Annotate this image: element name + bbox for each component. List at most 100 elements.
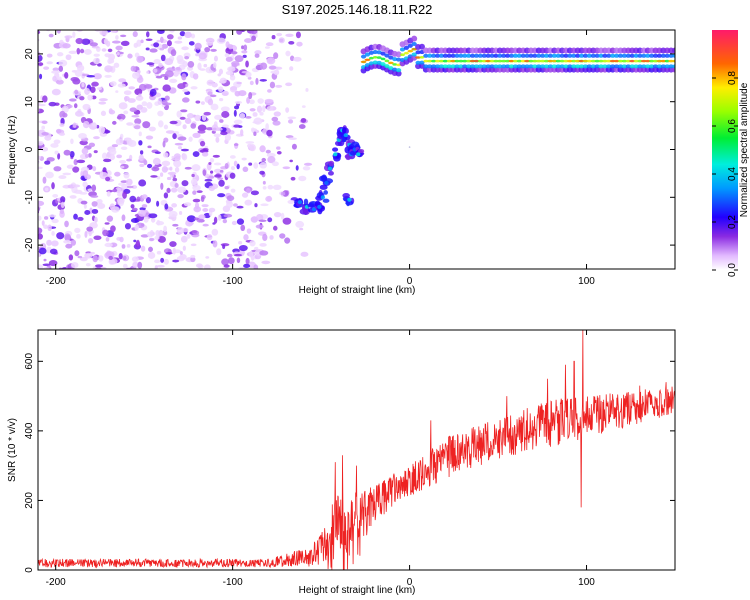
noise-blob bbox=[51, 218, 59, 224]
noise-blob bbox=[245, 116, 252, 119]
tone-core bbox=[466, 59, 472, 63]
noise-blob bbox=[118, 252, 123, 260]
tone-core bbox=[442, 59, 448, 63]
noise-blob bbox=[218, 68, 224, 75]
noise-blob bbox=[157, 236, 166, 243]
noise-blob bbox=[200, 101, 205, 105]
noise-blob bbox=[74, 69, 83, 77]
noise-blob bbox=[44, 160, 51, 165]
tone-edge bbox=[473, 53, 480, 58]
noise-blob bbox=[300, 117, 307, 123]
noise-blob bbox=[210, 94, 217, 98]
noise-blob bbox=[174, 40, 183, 44]
noise-blob bbox=[190, 33, 196, 39]
noise-blob bbox=[98, 26, 106, 29]
noise-blob bbox=[230, 86, 238, 91]
noise-blob bbox=[250, 270, 257, 273]
tone-edge bbox=[477, 64, 483, 69]
noise-blob bbox=[248, 99, 255, 105]
colorbar-tick-label: 0.2 bbox=[727, 215, 738, 229]
noise-blob bbox=[246, 271, 250, 275]
noise-blob bbox=[169, 78, 178, 83]
noise-blob bbox=[109, 203, 116, 211]
tone-edge bbox=[419, 60, 425, 65]
noise-blob bbox=[207, 91, 213, 96]
noise-blob bbox=[275, 66, 283, 70]
spectrogram-x-title: Height of straight line (km) bbox=[299, 285, 416, 296]
noise-blob bbox=[252, 112, 258, 117]
noise-blob bbox=[191, 230, 198, 233]
tone-core bbox=[555, 59, 561, 63]
tone-core bbox=[598, 59, 604, 63]
noise-blob bbox=[33, 77, 37, 80]
noise-blob bbox=[184, 166, 192, 170]
noise-blob bbox=[98, 98, 108, 102]
noise-blob bbox=[58, 132, 66, 136]
noise-blob bbox=[267, 156, 276, 164]
noise-blob bbox=[273, 52, 279, 60]
noise-blob bbox=[181, 180, 189, 187]
noise-blob bbox=[289, 66, 294, 71]
noise-blob bbox=[108, 255, 114, 260]
noise-blob bbox=[111, 40, 121, 44]
tone-core bbox=[649, 59, 655, 63]
noise-blob bbox=[229, 24, 237, 27]
noise-blob bbox=[224, 185, 230, 190]
noise-blob bbox=[33, 270, 42, 275]
tone-edge bbox=[438, 64, 445, 69]
noise-blob bbox=[38, 62, 44, 66]
noise-blob bbox=[226, 195, 235, 202]
noise-blob bbox=[138, 140, 143, 146]
tone-edge bbox=[454, 64, 460, 69]
noise-blob bbox=[293, 56, 302, 62]
noise-blob bbox=[254, 246, 259, 251]
noise-blob bbox=[91, 184, 97, 192]
noise-blob bbox=[38, 107, 40, 113]
noise-blob bbox=[38, 206, 40, 213]
noise-blob bbox=[71, 261, 79, 269]
noise-blob bbox=[172, 259, 180, 263]
noise-blob bbox=[97, 87, 102, 91]
noise-blob bbox=[225, 70, 234, 76]
noise-blob bbox=[74, 227, 81, 234]
noise-blob bbox=[113, 62, 120, 68]
tone-edge bbox=[532, 53, 538, 58]
tone-core bbox=[602, 59, 608, 63]
noise-blob bbox=[236, 24, 242, 29]
noise-blob bbox=[240, 129, 244, 137]
tone-halo bbox=[411, 54, 418, 61]
tone-edge bbox=[629, 64, 635, 69]
noise-blob bbox=[111, 144, 119, 148]
tone-edge bbox=[672, 64, 675, 69]
noise-blob bbox=[117, 83, 126, 88]
noise-blob bbox=[121, 183, 129, 190]
noise-blob bbox=[261, 157, 267, 162]
tone-edge bbox=[610, 64, 616, 69]
trace-blob bbox=[349, 150, 357, 156]
noise-blob bbox=[143, 216, 149, 223]
noise-blob bbox=[84, 154, 89, 159]
noise-blob bbox=[51, 70, 60, 74]
noise-blob bbox=[38, 227, 43, 234]
tone-edge bbox=[489, 64, 495, 69]
noise-blob bbox=[92, 166, 97, 172]
noise-blob bbox=[243, 234, 249, 241]
noise-blob bbox=[133, 125, 141, 130]
noise-blob bbox=[146, 101, 153, 109]
tone-core bbox=[571, 59, 577, 63]
noise-blob bbox=[222, 218, 228, 224]
tone-peak bbox=[407, 50, 414, 53]
noise-blob bbox=[148, 213, 158, 219]
noise-blob bbox=[183, 202, 192, 207]
tone-core bbox=[606, 59, 612, 63]
noise-blob bbox=[177, 83, 186, 90]
snr-x-tick-label: 100 bbox=[578, 577, 595, 588]
noise-blob bbox=[188, 136, 193, 142]
noise-blob bbox=[153, 42, 160, 48]
noise-blob bbox=[192, 132, 201, 139]
noise-blob bbox=[166, 270, 171, 277]
spectrogram-x-axis: -200 -100 0 100 bbox=[46, 30, 595, 287]
noise-blob bbox=[228, 46, 233, 50]
noise-blob bbox=[158, 229, 164, 237]
noise-blob bbox=[51, 240, 59, 247]
